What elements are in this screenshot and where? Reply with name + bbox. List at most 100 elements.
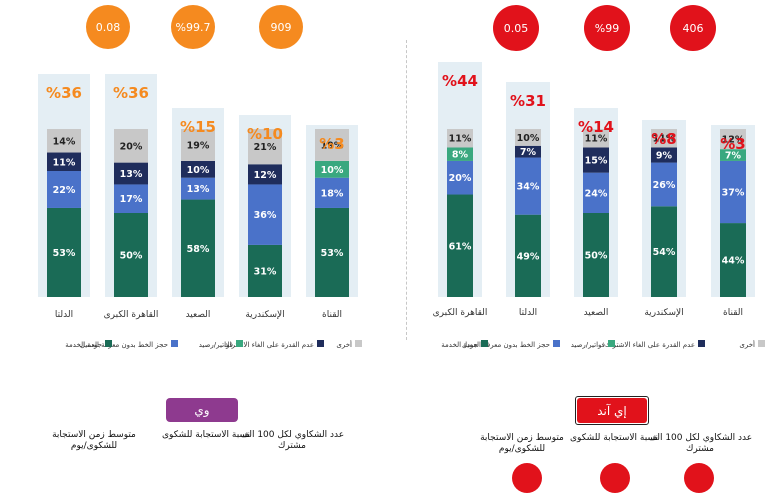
data-label: 19% [187,140,210,151]
bar-segment [447,160,473,195]
bar-segment [248,164,282,185]
brand-text: وي [194,403,210,417]
kpi-dot [600,463,630,493]
kpi-value: 406 [682,21,704,35]
bar-segment [515,214,541,297]
category-label: القناة [322,310,342,320]
bar-segment [720,129,746,150]
data-label: 7% [520,147,537,158]
total-label: %14 [578,118,614,136]
legend-label: جودة الخدمة [65,341,102,349]
data-label: 19% [321,140,344,151]
data-label: 50% [120,251,143,262]
total-label: %3 [720,135,745,153]
kpi-response-time-circle: 0.05 [493,5,539,51]
category-label: القناة [723,308,743,318]
data-label: 7% [725,151,742,162]
bar-segment [315,177,349,208]
etisalat-brand-logo: إي آند [575,396,649,425]
kpi-label-response-rate: نسبة الاستجابة للشكوى [570,433,658,443]
data-label: 36% [254,210,277,221]
data-label: 54% [653,247,676,258]
total-label: %31 [510,92,546,110]
kpi-complaints-circle: 909 [259,5,303,49]
legend-swatch [758,340,765,347]
bar-segment [114,184,148,213]
bar-segment [583,129,609,148]
bar-segment [651,129,677,148]
legend-swatch [355,340,362,347]
bar-segment [47,207,81,297]
bar-segment [651,206,677,297]
legend-swatch [608,340,615,347]
kpi-label-response-rate: نسبة الاستجابة للشكوى [162,430,250,440]
bar-segment [720,149,746,161]
legend-label: حجز الخط بدون معرفة العميل [80,341,168,349]
category-label: الدلتا [55,310,73,320]
data-label: 11% [585,134,608,145]
bar-segment [315,129,349,161]
legend-label: أخرى [336,340,352,349]
legend-label: عدم القدرة على الغاء الاشتراك [605,341,695,349]
data-label: 20% [449,173,472,184]
total-label: %10 [247,125,283,143]
bar-segment [114,162,148,185]
data-label: 26% [653,180,676,191]
total-label: %44 [442,72,478,90]
data-label: 13% [187,184,210,195]
data-label: 61% [449,241,472,252]
data-label: 11% [449,134,472,145]
data-label: 12% [722,135,745,146]
kpi-value: %99.7 [175,20,211,34]
panel-divider [406,40,407,340]
kpi-label-response-time: متوسط زمن الاستجابة للشكوى/يوم [52,430,136,451]
bar-segment [447,194,473,297]
data-label: 31% [254,266,277,277]
bar-segment [248,184,282,245]
brand-text: إي آند [597,403,627,418]
data-label: 18% [321,188,344,199]
legend-swatch [698,340,705,347]
category-label: الدلتا [519,308,537,318]
total-label: %15 [180,118,216,136]
kpi-response-rate-circle: %99 [584,5,630,51]
bar-segment [447,147,473,161]
bar-segment [315,160,349,178]
category-label: الصعيد [186,310,211,320]
category-label: الإسكندرية [245,310,284,320]
data-label: 12% [254,170,277,181]
data-label: 22% [53,185,76,196]
data-label: 14% [53,136,76,147]
bar-segment [447,129,473,148]
data-label: 37% [722,188,745,199]
bar-segment [114,129,148,163]
data-label: 13% [120,169,143,180]
data-label: 20% [120,141,143,152]
data-label: 9% [656,151,673,162]
kpi-value: %99 [594,21,620,35]
bar-segment [515,129,541,146]
bar-segment [515,157,541,215]
bar-segment [47,152,81,171]
total-label: %3 [319,135,344,153]
total-label: %8 [651,130,676,148]
legend-label: جودة الخدمة [441,341,478,349]
data-label: 10% [187,165,210,176]
category-label: الإسكندرية [644,308,683,318]
data-label: 21% [254,142,277,153]
data-label: 10% [321,165,344,176]
bar-segment [181,160,215,178]
charts-canvas: 53% 22% 11% 14% %36 الدلتا 50% 17% 13% 20% %36 القا… [38,62,765,349]
data-label: 10% [517,133,540,144]
kpi-response-rate-circle: %99.7 [171,5,215,49]
data-label: 17% [120,194,143,205]
bar-segment [181,129,215,161]
kpi-value: 0.08 [95,20,121,34]
data-label: 53% [321,248,344,259]
category-label: القاهرة الكبرى [433,308,488,318]
kpi-label-complaints: عدد الشكاوي لكل 100 الف مشترك [647,433,753,454]
category-label: الصعيد [584,308,609,318]
data-label: 49% [517,251,540,262]
kpi-response-time-circle: 0.08 [86,5,130,49]
kpi-complaints-circle: 406 [670,5,716,51]
